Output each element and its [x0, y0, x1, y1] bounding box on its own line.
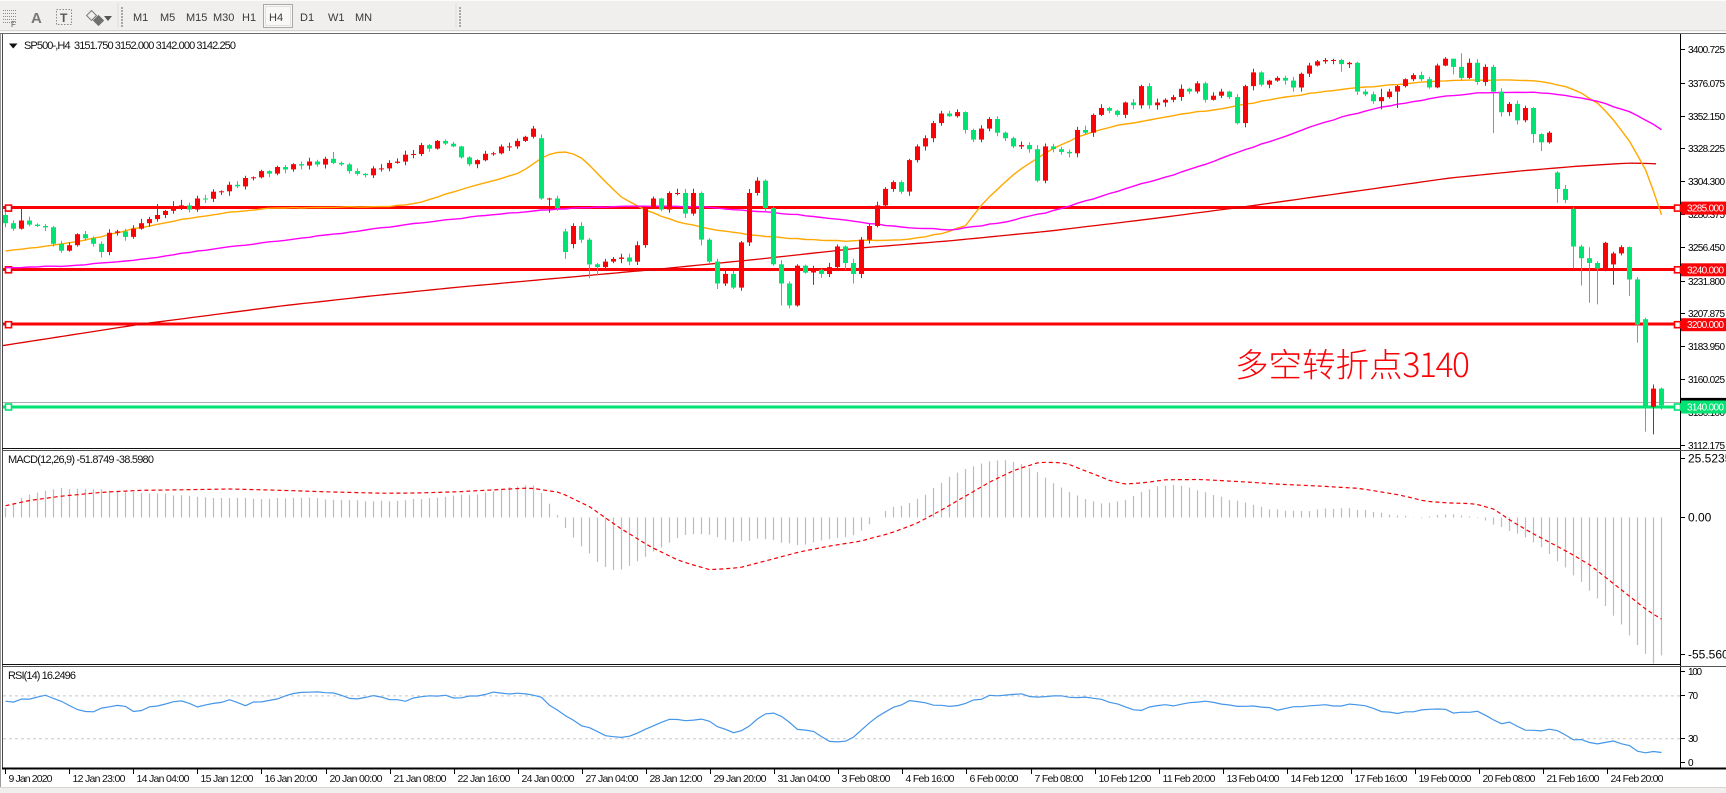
svg-text:3 Feb 08:00: 3 Feb 08:00	[842, 773, 891, 785]
svg-text:21 Feb 16:00: 21 Feb 16:00	[1547, 773, 1600, 785]
svg-text:T: T	[60, 11, 68, 25]
svg-text:20 Jan 00:00: 20 Jan 00:00	[330, 773, 383, 785]
svg-text:24 Feb 20:00: 24 Feb 20:00	[1611, 773, 1664, 785]
svg-text:0: 0	[1688, 758, 1694, 769]
svg-text:3352.150: 3352.150	[1688, 112, 1725, 123]
svg-text:3183.950: 3183.950	[1688, 342, 1725, 353]
svg-text:M1: M1	[133, 12, 148, 24]
svg-text:3280.375: 3280.375	[1688, 210, 1725, 221]
svg-text:6 Feb 00:00: 6 Feb 00:00	[970, 773, 1019, 785]
svg-text:100: 100	[1688, 667, 1702, 678]
svg-text:9 Jan 2020: 9 Jan 2020	[9, 773, 53, 785]
svg-text:15 Jan 12:00: 15 Jan 12:00	[201, 773, 254, 785]
svg-text:25.5235: 25.5235	[1688, 452, 1726, 466]
svg-text:M30: M30	[213, 12, 234, 24]
svg-text:29 Jan 20:00: 29 Jan 20:00	[714, 773, 767, 785]
svg-text:14 Jan 04:00: 14 Jan 04:00	[137, 773, 190, 785]
svg-text:11 Feb 20:00: 11 Feb 20:00	[1163, 773, 1216, 785]
svg-text:SP500-,H4 3151.750 3152.000 3: SP500-,H4 3151.750 3152.000 3142.000 314…	[24, 40, 236, 52]
svg-text:10 Feb 12:00: 10 Feb 12:00	[1099, 773, 1152, 785]
svg-text:-55.5605: -55.5605	[1688, 648, 1726, 662]
svg-text:3285.000: 3285.000	[1687, 204, 1724, 215]
svg-text:24 Jan 00:00: 24 Jan 00:00	[522, 773, 575, 785]
svg-text:RSI(14) 16.2496: RSI(14) 16.2496	[8, 670, 76, 682]
svg-text:70: 70	[1688, 691, 1698, 702]
svg-text:3200.000: 3200.000	[1687, 320, 1724, 331]
svg-text:A: A	[31, 10, 42, 27]
svg-text:M5: M5	[160, 12, 175, 24]
svg-text:F: F	[11, 20, 16, 29]
svg-text:20 Feb 08:00: 20 Feb 08:00	[1483, 773, 1536, 785]
svg-text:MN: MN	[355, 12, 372, 24]
svg-text:3160.025: 3160.025	[1688, 375, 1725, 386]
svg-text:19 Feb 00:00: 19 Feb 00:00	[1419, 773, 1472, 785]
svg-text:16 Jan 20:00: 16 Jan 20:00	[265, 773, 318, 785]
svg-text:H4: H4	[269, 12, 283, 24]
svg-text:30: 30	[1688, 734, 1698, 745]
svg-text:13 Feb 04:00: 13 Feb 04:00	[1227, 773, 1280, 785]
svg-text:W1: W1	[328, 12, 345, 24]
svg-text:3207.875: 3207.875	[1688, 309, 1725, 320]
svg-text:3376.075: 3376.075	[1688, 79, 1725, 90]
svg-text:31 Jan 04:00: 31 Jan 04:00	[778, 773, 831, 785]
svg-text:3140.000: 3140.000	[1687, 403, 1724, 414]
svg-text:21 Jan 08:00: 21 Jan 08:00	[394, 773, 447, 785]
svg-text:3304.300: 3304.300	[1688, 177, 1725, 188]
svg-text:3256.450: 3256.450	[1688, 243, 1725, 254]
svg-text:MACD(12,26,9) -51.8749 -38.598: MACD(12,26,9) -51.8749 -38.5980	[8, 454, 154, 466]
svg-text:7 Feb 08:00: 7 Feb 08:00	[1035, 773, 1084, 785]
svg-text:28 Jan 12:00: 28 Jan 12:00	[650, 773, 703, 785]
svg-text:H1: H1	[242, 12, 256, 24]
svg-text:D1: D1	[300, 12, 314, 24]
svg-text:0.00: 0.00	[1688, 511, 1712, 525]
svg-text:3400.725: 3400.725	[1688, 45, 1725, 56]
svg-text:3328.225: 3328.225	[1688, 144, 1725, 155]
svg-text:14 Feb 12:00: 14 Feb 12:00	[1291, 773, 1344, 785]
svg-text:3112.175: 3112.175	[1688, 441, 1725, 452]
svg-text:12 Jan 23:00: 12 Jan 23:00	[73, 773, 126, 785]
svg-text:3231.800: 3231.800	[1688, 277, 1725, 288]
svg-text:22 Jan 16:00: 22 Jan 16:00	[458, 773, 511, 785]
svg-text:17 Feb 16:00: 17 Feb 16:00	[1355, 773, 1408, 785]
svg-text:3240.000: 3240.000	[1687, 265, 1724, 276]
svg-text:27 Jan 04:00: 27 Jan 04:00	[586, 773, 639, 785]
svg-text:M15: M15	[186, 12, 207, 24]
svg-text:4 Feb 16:00: 4 Feb 16:00	[906, 773, 955, 785]
